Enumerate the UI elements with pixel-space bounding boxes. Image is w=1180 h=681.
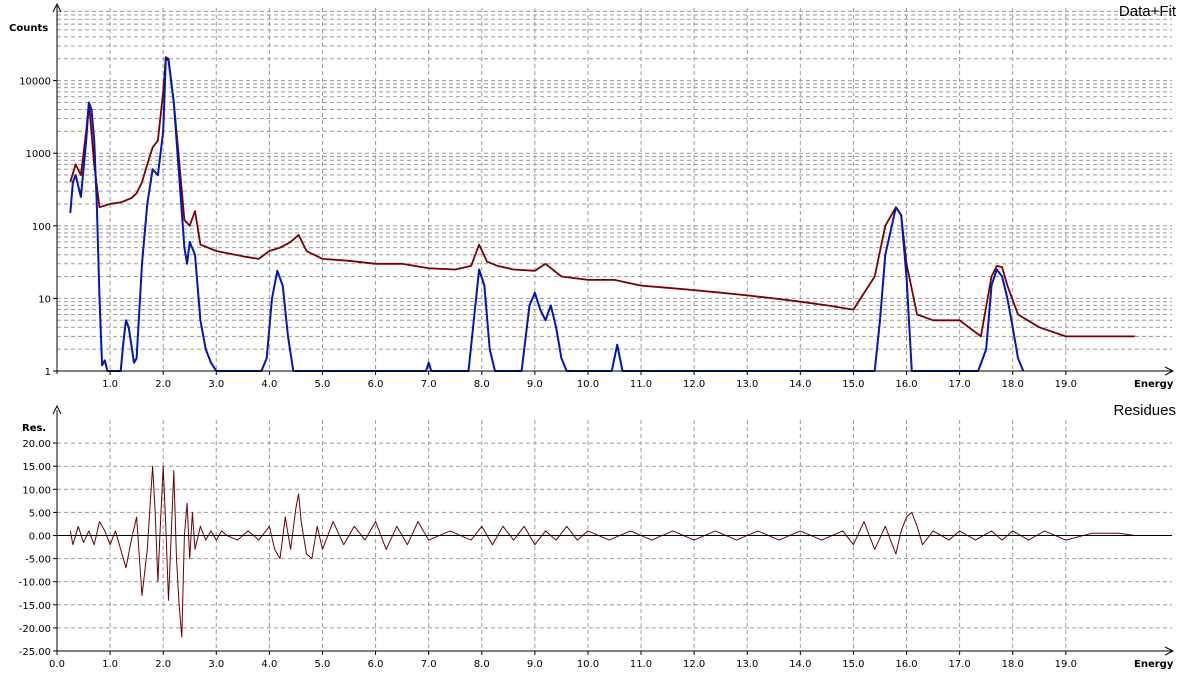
data-fit-x-tick-label: 6.0 (368, 379, 384, 390)
data-fit-y-tick-label: 100 (32, 222, 51, 233)
data-fit-title: Data+Fit (1119, 3, 1177, 20)
data-fit-x-tick-label: 18.0 (1002, 379, 1024, 390)
residues-x-tick-label: 12.0 (683, 659, 705, 670)
data-fit-x-tick-label: 17.0 (948, 379, 970, 390)
data-fit-y-arrow (52, 2, 62, 13)
data-fit-x-tick-label: 1.0 (102, 379, 118, 390)
residues-tick-labels: -25.00 -20.00 -15.00 -10.00 -5.00 0.00 5.00 10.… (19, 439, 1077, 670)
data-fit-x-tick-label: 4.0 (261, 379, 277, 390)
data-fit-x-tick-label: 9.0 (527, 379, 543, 390)
residues-axes (52, 404, 1175, 656)
data-fit-y-tick-label: 1000 (26, 149, 51, 160)
residues-x-tick-label: 11.0 (630, 659, 652, 670)
data-fit-x-tick-label: 19.0 (1055, 379, 1077, 390)
data-fit-x-tick-label: 16.0 (895, 379, 917, 390)
residues-y-tick-label: -10.00 (19, 578, 51, 589)
residues-x-tick-label: 14.0 (789, 659, 811, 670)
residues-xlabel: Energy (1134, 659, 1174, 670)
data-fit-x-tick-label: 5.0 (315, 379, 331, 390)
fit-series-line (69, 57, 1025, 372)
residues-series (69, 465, 1135, 638)
residues-ylabel: Res. (22, 423, 46, 434)
data-fit-xlabel: Energy (1134, 379, 1174, 390)
data-fit-x-tick-label: 13.0 (736, 379, 758, 390)
residues-x-arrow (1164, 646, 1175, 656)
data-fit-x-tick-label: 7.0 (421, 379, 437, 390)
residues-y-tick-label: 20.00 (22, 439, 51, 450)
residues-y-tick-label: -20.00 (19, 624, 51, 635)
residues-x-tick-label: 10.0 (577, 659, 599, 670)
residues-x-tick-label: 9.0 (527, 659, 543, 670)
data-fit-x-tick-label: 11.0 (630, 379, 652, 390)
residues-x-tick-label: 19.0 (1055, 659, 1077, 670)
residues-x-tick-label: 2.0 (155, 659, 171, 670)
data-fit-x-tick-label: 10.0 (577, 379, 599, 390)
data-series-line (69, 56, 1135, 338)
residues-x-tick-label: 7.0 (421, 659, 437, 670)
data-fit-x-arrow (1164, 366, 1175, 376)
residues-title: Residues (1113, 402, 1176, 419)
residues-x-tick-label: 0.0 (49, 659, 65, 670)
residues-x-tick-label: 5.0 (315, 659, 331, 670)
residues-x-tick-label: 16.0 (895, 659, 917, 670)
residues-y-tick-label: -25.00 (19, 647, 51, 658)
residues-x-tick-label: 3.0 (208, 659, 224, 670)
data-fit-x-tick-label: 2.0 (155, 379, 171, 390)
residues-x-tick-label: 6.0 (368, 659, 384, 670)
data-fit-x-tick-label: 15.0 (842, 379, 864, 390)
data-fit-ylabel: Counts (9, 23, 48, 34)
data-fit-x-tick-label: 14.0 (789, 379, 811, 390)
residues-y-tick-label: -15.00 (19, 601, 51, 612)
residues-x-tick-label: 17.0 (948, 659, 970, 670)
residues-series-line (69, 465, 1135, 638)
residues-x-tick-label: 4.0 (261, 659, 277, 670)
residues-y-arrow (52, 404, 62, 415)
residues-x-tick-label: 1.0 (102, 659, 118, 670)
residues-y-tick-label: 5.00 (29, 508, 51, 519)
data-fit-series (69, 56, 1135, 372)
residues-x-tick-label: 8.0 (474, 659, 490, 670)
residues-x-tick-label: 15.0 (842, 659, 864, 670)
data-fit-x-tick-label: 8.0 (474, 379, 490, 390)
residues-y-tick-label: 15.00 (22, 462, 51, 473)
residues-x-tick-label: 13.0 (736, 659, 758, 670)
data-fit-tick-labels: 1 10 100 1000 10000 1.0 2.0 3.0 4.0 5.0 6.0 7.0 8.0 9… (19, 77, 1077, 390)
data-fit-y-tick-label: 1 (45, 367, 51, 378)
data-fit-x-tick-label: 12.0 (683, 379, 705, 390)
residues-panel: -25.00 -20.00 -15.00 -10.00 -5.00 0.00 5.00 10.… (19, 402, 1176, 670)
data-fit-panel: 1 10 100 1000 10000 1.0 2.0 3.0 4.0 5.0 6.0 7.0 8.0 9… (9, 2, 1177, 390)
residues-y-tick-label: 10.00 (22, 485, 51, 496)
data-fit-axes (52, 2, 1175, 376)
residues-y-tick-label: 0.00 (29, 532, 51, 543)
data-fit-y-tick-label: 10000 (19, 77, 51, 88)
residues-y-tick-label: -5.00 (25, 555, 51, 566)
data-fit-y-tick-label: 10 (38, 294, 51, 305)
data-fit-grid (57, 8, 1172, 371)
data-fit-x-tick-label: 3.0 (208, 379, 224, 390)
residues-x-tick-label: 18.0 (1002, 659, 1024, 670)
